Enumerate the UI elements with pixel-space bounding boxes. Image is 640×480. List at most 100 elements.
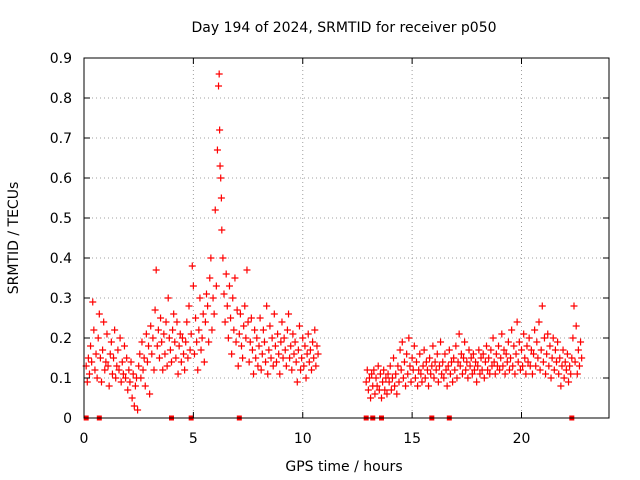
data-point <box>175 342 183 350</box>
data-point <box>521 354 529 362</box>
data-point <box>466 362 474 370</box>
data-point <box>411 374 419 382</box>
data-point <box>568 354 576 362</box>
data-point <box>155 354 163 362</box>
data-point <box>216 126 224 134</box>
data-point <box>531 326 539 334</box>
data-point <box>395 378 403 386</box>
data-point <box>120 342 128 350</box>
data-point <box>399 374 407 382</box>
data-point <box>388 374 396 382</box>
data-point <box>119 370 127 378</box>
data-point <box>553 358 560 366</box>
y-tick-label: 0.4 <box>50 251 72 267</box>
data-point <box>251 326 259 334</box>
data-point <box>98 378 105 386</box>
data-point <box>169 326 177 334</box>
data-point <box>502 350 510 358</box>
data-point <box>442 366 450 374</box>
data-point <box>440 374 448 382</box>
data-point <box>131 382 139 390</box>
data-point <box>528 370 536 378</box>
data-point <box>270 310 278 318</box>
data-point <box>230 326 238 334</box>
data-point <box>477 354 485 362</box>
data-point <box>96 354 104 362</box>
data-point <box>241 302 249 310</box>
data-point <box>468 370 476 378</box>
data-point <box>233 306 241 314</box>
y-tick-label: 0.3 <box>50 291 72 307</box>
data-point <box>427 370 435 378</box>
data-point <box>444 362 452 370</box>
data-point <box>228 350 236 358</box>
data-point <box>195 326 203 334</box>
data-point <box>548 354 556 362</box>
data-point <box>492 350 500 358</box>
data-point <box>567 370 575 378</box>
data-point <box>292 358 300 366</box>
data-point <box>314 350 322 358</box>
data-point <box>380 366 388 374</box>
data-point <box>282 362 290 370</box>
data-point <box>527 346 535 354</box>
data-point <box>402 382 410 390</box>
data-point <box>439 358 447 366</box>
data-point <box>265 346 273 354</box>
data-point <box>279 354 287 362</box>
data-point <box>305 358 313 366</box>
ticks: 0 0.1 0.2 0.3 0.4 0.5 0.6 0.7 0.8 0.9 0 5 10 15 20 <box>50 51 609 447</box>
data-point <box>174 370 182 378</box>
data-point <box>123 354 131 362</box>
data-point <box>285 310 293 318</box>
data-point <box>137 374 145 382</box>
data-point <box>154 326 162 334</box>
data-point <box>406 362 414 370</box>
data-point <box>536 366 544 374</box>
data-point <box>126 378 134 386</box>
data-point <box>88 358 96 366</box>
data-point <box>300 362 308 370</box>
data-point <box>435 362 443 370</box>
data-point <box>176 330 184 338</box>
data-point <box>454 358 462 366</box>
data-point <box>554 338 562 346</box>
data-point <box>462 366 470 374</box>
data-point <box>509 362 517 370</box>
data-point <box>545 362 553 370</box>
data-point <box>460 354 468 362</box>
data-point <box>266 322 274 330</box>
data-point <box>115 366 123 374</box>
data-point <box>250 370 258 378</box>
data-point <box>291 338 299 346</box>
data-point <box>560 374 568 382</box>
data-point <box>304 330 312 338</box>
data-point <box>483 342 490 350</box>
y-tick-label: 0.5 <box>50 211 72 227</box>
data-point <box>142 330 150 338</box>
data-point <box>467 354 475 362</box>
data-point <box>469 350 477 358</box>
data-point <box>263 302 271 310</box>
data-point <box>277 338 285 346</box>
data-point <box>544 330 552 338</box>
y-tick-label: 0.6 <box>50 171 72 187</box>
data-point <box>232 338 240 346</box>
x-tick-label: 0 <box>80 431 89 447</box>
data-point <box>289 330 297 338</box>
data-point <box>212 282 220 290</box>
data-point <box>246 338 254 346</box>
data-point <box>416 350 424 358</box>
data-point <box>451 366 459 374</box>
data-point <box>400 358 408 366</box>
data-point <box>408 354 416 362</box>
data-point <box>242 334 250 342</box>
data-point <box>432 366 440 374</box>
data-point <box>397 366 405 374</box>
data-point <box>254 362 262 370</box>
data-point <box>298 354 306 362</box>
data-point <box>515 338 523 346</box>
data-point <box>140 354 148 362</box>
data-point <box>104 362 112 370</box>
data-point <box>274 330 282 338</box>
